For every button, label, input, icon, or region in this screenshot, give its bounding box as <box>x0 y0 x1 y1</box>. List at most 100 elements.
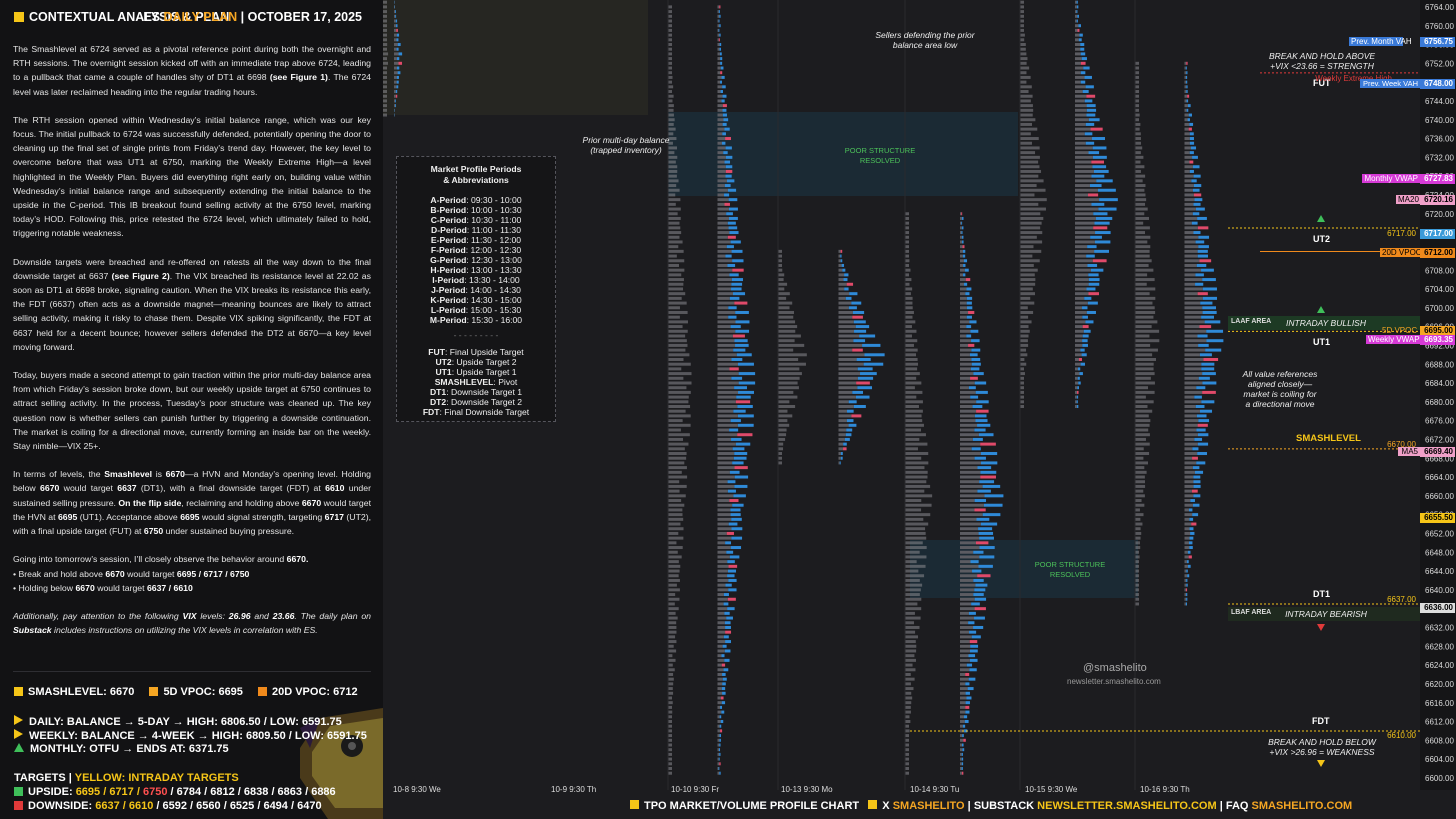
x-link[interactable]: SMASHELITO <box>892 800 965 812</box>
t: —a HVN and Monday’s opening level. Holdi… <box>13 469 371 494</box>
volume-bar-gray <box>1075 235 1091 239</box>
tpo-letter-row <box>905 748 909 752</box>
volume-bar-gray <box>1075 263 1088 267</box>
tpo-letter-row <box>1135 160 1141 164</box>
tpo-letter-row <box>905 593 920 597</box>
volume-bar-gray <box>717 437 732 441</box>
tpo-letter-row <box>668 550 678 554</box>
volume-bar-gray <box>1184 395 1195 399</box>
y-tick-label: 6648.00 <box>1425 548 1454 557</box>
volume-bar-gray <box>717 33 720 37</box>
volume-bar-blue <box>1195 405 1205 409</box>
tpo-letter-row <box>905 644 917 648</box>
tpo-letter-row <box>1135 489 1144 493</box>
panel-title: CONTEXTUAL ANALYSIS & PLAN <box>29 10 230 24</box>
tpo-letter-row <box>668 400 689 404</box>
tpo-letter-row <box>1135 174 1146 178</box>
volume-bar-blue <box>974 381 987 385</box>
volume-bar-blue <box>1194 198 1203 202</box>
volume-bar-gray <box>717 555 730 559</box>
volume-bar-gray <box>717 113 723 117</box>
tpo-letter-row <box>383 14 387 18</box>
tpo-letter-row <box>905 470 928 474</box>
volume-bar-blue <box>961 212 963 216</box>
volume-bar-gray <box>1184 343 1199 347</box>
volume-bar-gray <box>717 569 728 573</box>
volume-bar-blue <box>965 705 970 709</box>
volume-bar-blue <box>718 28 720 32</box>
volume-bar-gray <box>1075 376 1078 380</box>
volume-bar-gray <box>717 484 735 488</box>
volume-bar-blue <box>1079 372 1083 376</box>
tpo-letter-row <box>905 273 909 277</box>
tpo-letter-row <box>668 635 676 639</box>
volume-bar-gray <box>1184 499 1191 503</box>
tpo-letter-row <box>668 14 672 18</box>
t: SMASHLEVEL: 6670 <box>28 686 135 698</box>
tpo-letter-row <box>668 193 676 197</box>
tpo-letter-row <box>668 85 674 89</box>
volume-bar-blue <box>962 724 966 728</box>
t: would target <box>124 568 177 579</box>
tpo-letter-row <box>1020 151 1036 155</box>
volume-bar-gray <box>717 216 729 220</box>
volume-bar-blue <box>1191 221 1198 225</box>
volume-bar-blue <box>1077 390 1079 394</box>
volume-bar-blue <box>726 245 734 249</box>
volume-bar-gray <box>1075 52 1081 56</box>
volume-bar-blue <box>982 484 1001 488</box>
volume-bar-gray <box>960 423 978 427</box>
tpo-letter-row <box>1135 390 1155 394</box>
volume-bar-blue <box>963 738 966 742</box>
abbreviation-item: FUT: Final Upside Target <box>428 347 524 357</box>
tpo-letter-row <box>1135 409 1153 413</box>
volume-bar-blue <box>1195 240 1205 244</box>
y-tick-label: 6720.00 <box>1425 210 1454 219</box>
tpo-letter-row <box>1020 61 1027 65</box>
volume-bar-gray <box>1184 550 1188 554</box>
tpo-letter-row <box>668 315 680 319</box>
volume-bar-blue <box>978 531 994 535</box>
volume-bar-gray <box>717 24 720 28</box>
volume-bar-gray <box>717 57 721 61</box>
volume-bar-gray <box>717 682 723 686</box>
volume-bar-blue <box>984 494 1004 498</box>
volume-bar-gray <box>717 757 719 761</box>
volume-bar-blue <box>737 423 754 427</box>
volume-bar-gray <box>1184 484 1194 488</box>
tpo-letter-row <box>778 348 794 352</box>
substack-link[interactable]: NEWSLETTER.SMASHELITO.COM <box>1037 800 1217 812</box>
volume-bar-blue <box>395 14 397 18</box>
faq-link[interactable]: SMASHELITO.COM <box>1251 800 1353 812</box>
tpo-letter-row <box>1135 386 1149 390</box>
tpo-letter-row <box>668 325 683 329</box>
volume-bar-gray <box>717 169 726 173</box>
volume-bar-blue <box>961 771 964 775</box>
volume-bar-blue <box>738 390 754 394</box>
tpo-letter-row <box>1135 531 1142 535</box>
volume-bar-gray <box>717 489 728 493</box>
volume-bar-gray <box>960 466 978 470</box>
tpo-letter-row <box>1020 287 1033 291</box>
volume-bar-gray <box>838 310 853 314</box>
tpo-letter-row <box>905 762 909 766</box>
volume-bar-blue <box>972 405 983 409</box>
tpo-letter-row <box>668 202 676 206</box>
volume-bar-gray <box>717 198 729 202</box>
volume-bar-gray <box>1184 212 1193 216</box>
volume-bar-blue <box>862 343 881 347</box>
up-triangle-icon <box>1317 306 1325 313</box>
volume-bar-gray <box>960 221 962 225</box>
tpo-letter-row <box>905 292 911 296</box>
volume-bar-blue <box>720 71 723 75</box>
volume-bar-gray <box>1184 193 1194 197</box>
volume-bar-blue <box>1197 433 1209 437</box>
volume-bar-gray <box>838 386 858 390</box>
volume-bar-gray <box>1184 216 1198 220</box>
ut2-price-label: 6717.00 <box>1387 229 1416 238</box>
volume-bar-gray <box>960 310 969 314</box>
tpo-letter-row <box>668 658 676 662</box>
volume-bar-gray <box>960 710 966 714</box>
volume-bar-blue <box>847 409 854 413</box>
tpo-letter-row <box>668 122 674 126</box>
